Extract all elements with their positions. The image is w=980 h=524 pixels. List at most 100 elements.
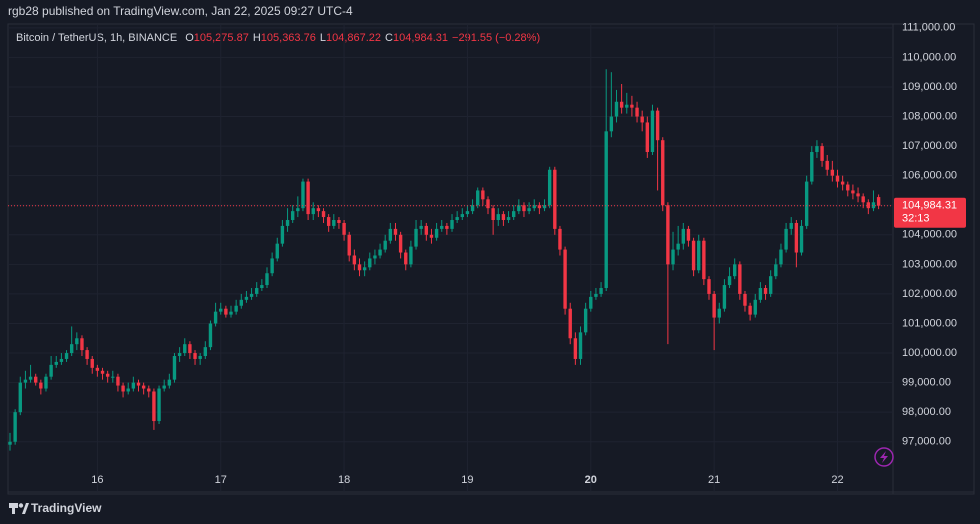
candle-body — [85, 350, 89, 359]
candle-body — [522, 205, 526, 212]
logo-part — [18, 503, 24, 508]
candle-body — [614, 101, 619, 117]
candle-body — [455, 217, 459, 221]
candle-body — [753, 299, 757, 315]
candle-body — [23, 379, 28, 383]
candle-body — [542, 205, 547, 209]
candle-body — [121, 385, 125, 392]
candle-body — [285, 220, 290, 226]
candle-body — [583, 308, 588, 333]
candle-body — [398, 234, 403, 253]
candle-body — [496, 214, 500, 221]
candle-body — [13, 412, 17, 442]
candle-body — [126, 388, 130, 392]
candle-body — [393, 228, 398, 235]
candle-body — [558, 228, 562, 250]
y-tick-label: 108,000.00 — [902, 110, 957, 122]
candle-body — [527, 208, 531, 212]
candle-body — [851, 190, 855, 194]
alert-icon-bolt — [880, 451, 888, 463]
candle-body — [373, 255, 377, 259]
candle-body — [208, 323, 213, 348]
candle-body — [671, 249, 675, 265]
candle-body — [388, 228, 393, 241]
candle-body — [265, 273, 269, 286]
ohlc-value: 104,867.22 — [326, 32, 381, 44]
candle-body — [517, 205, 521, 212]
candle-body — [301, 181, 305, 209]
price-tag — [894, 197, 966, 228]
candle-body — [661, 140, 665, 206]
candle-body — [198, 356, 202, 359]
y-tick-label: 103,000.00 — [902, 258, 957, 270]
plot-area — [8, 24, 893, 492]
candle-body — [563, 249, 567, 309]
candle-body — [260, 285, 264, 289]
x-tick-label: 19 — [461, 474, 473, 486]
price-tag-price: 104,984.31 — [902, 200, 957, 212]
candle-body — [69, 344, 74, 354]
candle-body — [157, 388, 161, 422]
candle-body — [409, 246, 413, 265]
y-tick-label: 109,000.00 — [902, 81, 957, 93]
footer-logo[interactable]: TradingView — [9, 501, 102, 515]
x-tick-label: 16 — [91, 474, 103, 486]
candle-body — [553, 169, 557, 229]
candle-body — [347, 234, 351, 256]
candle-body — [352, 255, 357, 265]
logo-part — [22, 503, 29, 514]
candle-body — [815, 146, 819, 153]
candle-body — [290, 211, 295, 221]
candle-body — [59, 358, 64, 362]
candle-body — [835, 175, 840, 182]
candle-body — [445, 225, 449, 229]
candle-body — [172, 356, 177, 380]
candle-body — [501, 214, 506, 221]
candle-body — [280, 225, 285, 244]
y-tick-label: 106,000.00 — [902, 170, 957, 182]
candle-body — [491, 208, 495, 221]
candle-body — [49, 364, 53, 377]
candle-body — [856, 193, 860, 197]
symbol-header: Bitcoin / TetherUS, 1h, BINANCE O105,275.… — [16, 32, 540, 44]
candle-body — [676, 243, 680, 250]
candle-body — [147, 388, 151, 392]
candle-body — [362, 267, 367, 271]
candle-body — [722, 285, 727, 309]
candle-body — [712, 293, 716, 318]
candle-body — [90, 358, 94, 368]
candle-body — [450, 220, 454, 229]
y-tick-label: 102,000.00 — [902, 288, 957, 300]
candle-body — [414, 228, 418, 247]
candle-body — [357, 264, 362, 271]
ohlc-value: 105,275.87 — [194, 32, 249, 44]
candle-body — [429, 234, 434, 238]
candle-body — [136, 382, 141, 386]
alert-icon[interactable] — [874, 447, 894, 467]
candle-body — [578, 332, 583, 359]
candle-body — [203, 347, 208, 357]
y-tick-label: 99,000.00 — [902, 377, 951, 389]
candle-body — [594, 293, 598, 297]
candle-body — [681, 228, 685, 244]
ohlc-value: 104,984.31 — [393, 32, 448, 44]
candle-body — [532, 205, 536, 209]
candle-body — [111, 376, 115, 378]
candle-body — [537, 205, 542, 209]
candle-body — [131, 382, 136, 389]
candle-body — [830, 169, 835, 176]
candle-body — [460, 214, 464, 218]
candle-body — [707, 279, 711, 294]
change: −291.55 (−0.28%) — [452, 32, 540, 44]
candle-body — [825, 160, 829, 170]
candle-body — [316, 208, 321, 212]
candle-body — [18, 382, 22, 413]
candle-body — [794, 222, 799, 253]
candle-body — [249, 293, 254, 297]
candle-body — [691, 240, 696, 271]
candle-body — [697, 240, 701, 271]
candle-body — [748, 305, 752, 315]
x-tick-label: 22 — [831, 474, 843, 486]
candle-body — [275, 243, 279, 259]
